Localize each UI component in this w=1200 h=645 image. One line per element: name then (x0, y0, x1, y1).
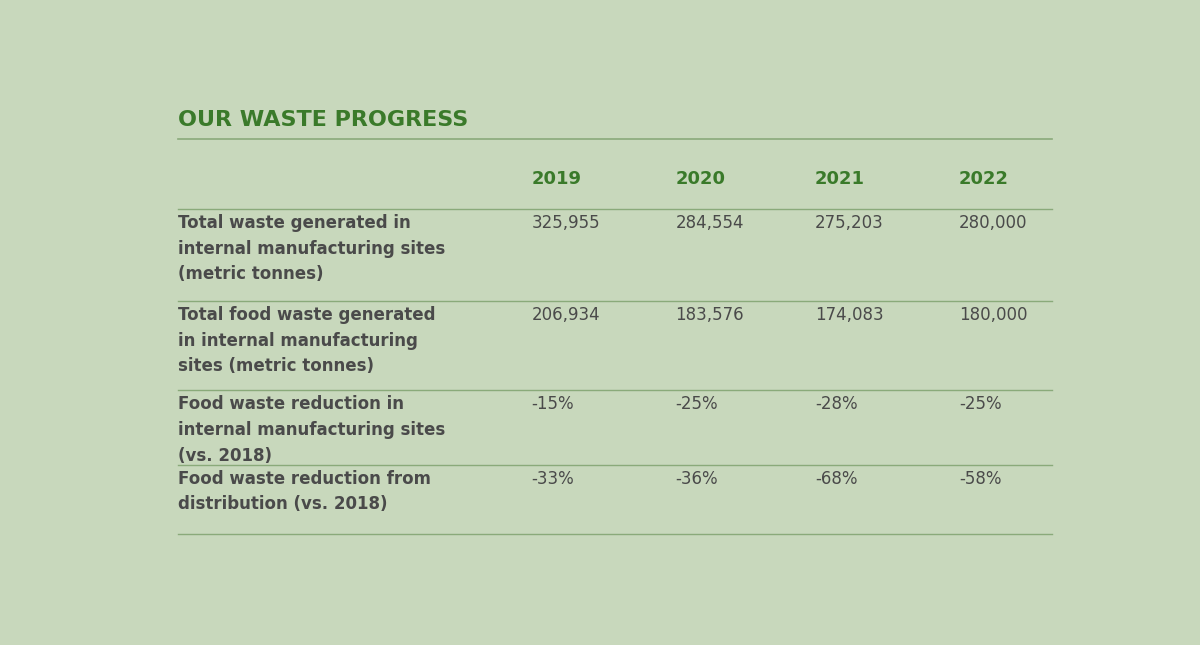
Text: -25%: -25% (959, 395, 1002, 413)
Text: -15%: -15% (532, 395, 574, 413)
Text: Total food waste generated
in internal manufacturing
sites (metric tonnes): Total food waste generated in internal m… (178, 306, 436, 375)
Text: 2019: 2019 (532, 170, 581, 188)
Text: Total waste generated in
internal manufacturing sites
(metric tonnes): Total waste generated in internal manufa… (178, 214, 445, 283)
Text: 280,000: 280,000 (959, 214, 1027, 232)
Text: -68%: -68% (815, 470, 858, 488)
Text: OUR WASTE PROGRESS: OUR WASTE PROGRESS (178, 110, 468, 130)
Text: 275,203: 275,203 (815, 214, 883, 232)
Text: Food waste reduction from
distribution (vs. 2018): Food waste reduction from distribution (… (178, 470, 431, 513)
Text: 206,934: 206,934 (532, 306, 600, 324)
Text: -33%: -33% (532, 470, 574, 488)
Text: 284,554: 284,554 (676, 214, 744, 232)
Text: 2020: 2020 (676, 170, 726, 188)
Text: 2022: 2022 (959, 170, 1009, 188)
Text: Food waste reduction in
internal manufacturing sites
(vs. 2018): Food waste reduction in internal manufac… (178, 395, 445, 464)
Text: 325,955: 325,955 (532, 214, 600, 232)
Text: -28%: -28% (815, 395, 858, 413)
Text: 180,000: 180,000 (959, 306, 1027, 324)
Text: 174,083: 174,083 (815, 306, 883, 324)
Text: 2021: 2021 (815, 170, 865, 188)
Text: -36%: -36% (676, 470, 718, 488)
Text: -25%: -25% (676, 395, 718, 413)
Text: 183,576: 183,576 (676, 306, 744, 324)
Text: -58%: -58% (959, 470, 1002, 488)
